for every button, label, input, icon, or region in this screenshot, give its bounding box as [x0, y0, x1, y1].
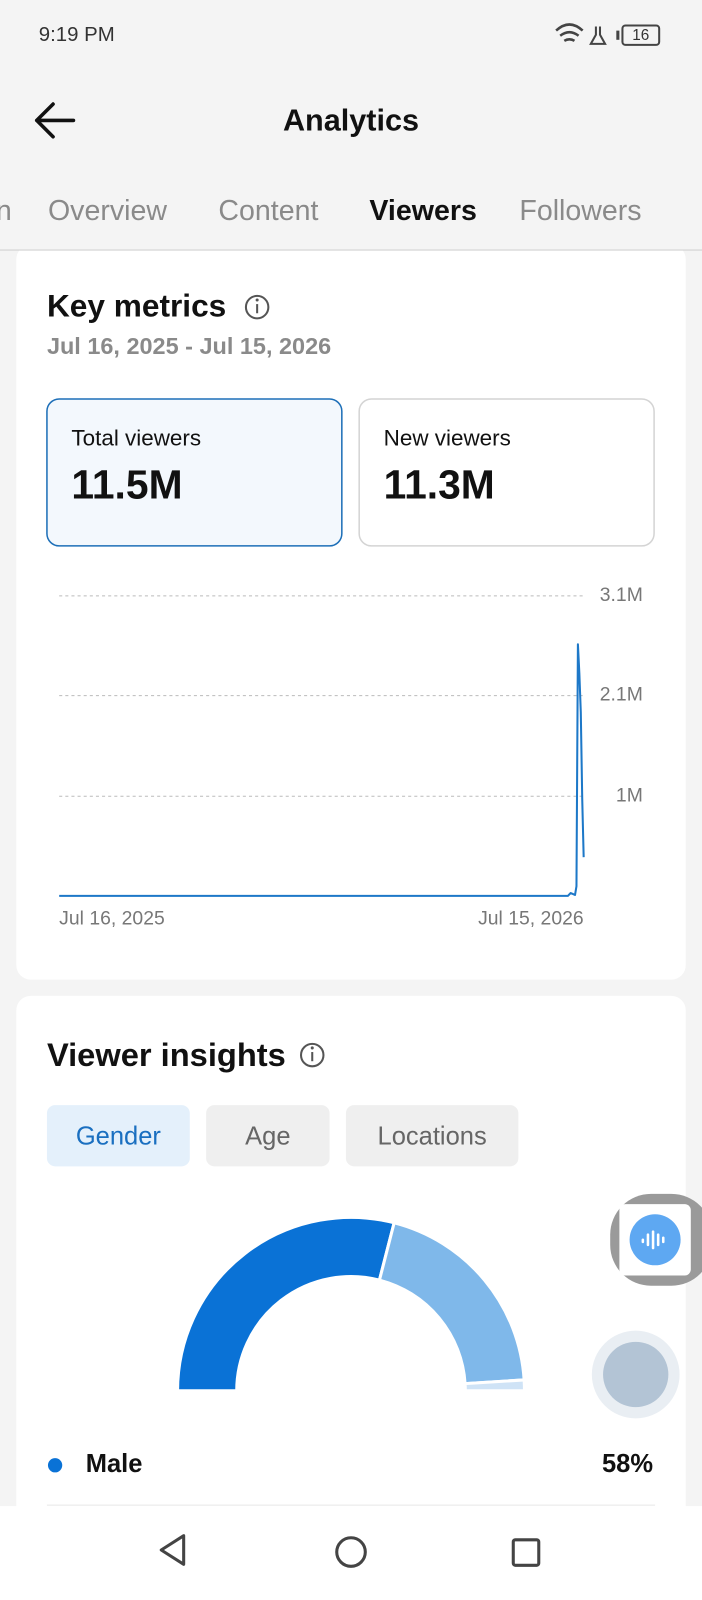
nav-home[interactable] — [335, 1536, 367, 1568]
nav-bar — [0, 1506, 702, 1600]
status-icons — [555, 23, 661, 46]
page-title: Analytics — [283, 104, 419, 138]
nav-recents[interactable] — [511, 1538, 541, 1567]
section-title: Viewer insights — [47, 1036, 286, 1073]
line-chart: 1M 2.1M 3.1M Jul 16, 2025 Jul 15, 2026 — [59, 584, 643, 930]
chip-label: Age — [245, 1122, 290, 1150]
metric-card-selected[interactable] — [46, 398, 343, 547]
wifi-icon — [555, 23, 584, 42]
chip[interactable] — [345, 1105, 519, 1167]
legend-dot — [47, 1458, 63, 1473]
y-tick-label: 3.1M — [600, 584, 643, 606]
chip[interactable] — [46, 1105, 190, 1167]
battery-icon — [621, 24, 661, 46]
date-range: Jul 16, 2025 - Jul 15, 2026 — [47, 333, 331, 359]
value-label: 58% — [602, 1450, 653, 1478]
metric-label: Total viewers — [71, 426, 201, 451]
battery-level: 16 — [632, 27, 649, 44]
tab[interactable]: Followers — [519, 195, 641, 227]
metric-value: 11.5M — [71, 462, 182, 508]
metric-card[interactable] — [358, 398, 655, 547]
y-tick-label: 1M — [616, 784, 643, 806]
chip-row: Gender Age Locations — [46, 1105, 519, 1167]
metric-label: New viewers — [384, 426, 511, 451]
assist-button[interactable] — [603, 1341, 669, 1408]
tab[interactable]: Content — [218, 195, 318, 227]
chip[interactable] — [206, 1105, 330, 1167]
tab[interactable]: Overview — [48, 195, 167, 227]
x-tick-label: Jul 15, 2026 — [478, 908, 584, 930]
tab[interactable]: Viewers — [369, 195, 476, 227]
battery-tip — [616, 30, 620, 40]
gender-chart: Male 58% — [47, 1215, 653, 1478]
metric-value: 11.3M — [384, 462, 495, 508]
back-button[interactable] — [34, 102, 76, 139]
card-top-mask — [0, 234, 702, 250]
info-icon[interactable] — [244, 294, 270, 320]
chip-label: Locations — [378, 1122, 487, 1150]
lab-icon — [589, 26, 607, 45]
donut-segment — [176, 1215, 397, 1393]
legend-label: Male — [86, 1450, 143, 1478]
x-tick-label: Jul 16, 2025 — [59, 908, 165, 930]
voice-icon[interactable] — [629, 1214, 681, 1266]
y-tick-label: 2.1M — [600, 684, 643, 706]
info-icon[interactable] — [299, 1042, 325, 1068]
section-title: Key metrics — [47, 288, 226, 324]
nav-back[interactable] — [159, 1534, 186, 1566]
series-line — [59, 643, 585, 897]
voice-bars — [641, 1230, 665, 1250]
status-time: 9:19 PM — [39, 24, 115, 46]
donut-segment — [463, 1378, 527, 1393]
tab[interactable]: n — [0, 195, 12, 227]
chip-label: Gender — [76, 1122, 162, 1150]
